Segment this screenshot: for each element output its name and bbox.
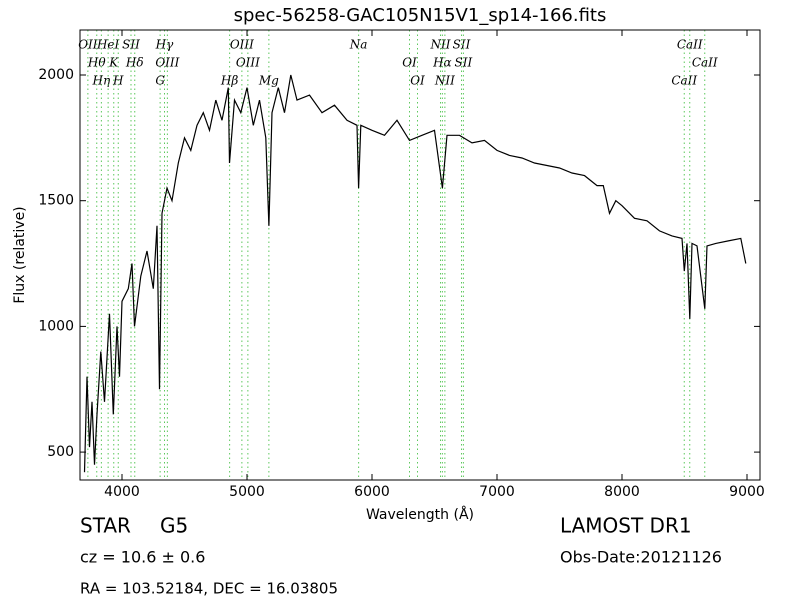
spectral-line-label: OII (78, 38, 98, 52)
x-axis-label: Wavelength (Å) (366, 506, 474, 523)
spectral-line-label: OIII (236, 56, 260, 70)
spectral-line-label: Mg (258, 74, 279, 88)
spectral-line-label: H (112, 74, 124, 88)
spectral-line-label: Hδ (125, 56, 144, 70)
spectral-line-label: SII (453, 38, 471, 52)
spectrum-line (83, 74, 747, 473)
spectral-line-label: Hα (432, 56, 452, 70)
spectral-line-label: NII (434, 74, 455, 88)
spectral-line-label: Hβ (220, 74, 238, 88)
x-tick-label: 5000 (229, 484, 265, 500)
spectral-line-label: NII (430, 38, 451, 52)
spectral-line-label: CaII (677, 38, 703, 52)
x-tick-label: 9000 (729, 484, 765, 500)
y-tick-label: 1000 (38, 318, 74, 334)
y-tick-label: 500 (47, 444, 74, 460)
spectral-line-label: CaII (692, 56, 718, 70)
spectral-line-label: G (155, 74, 165, 88)
subclass: G5 (160, 514, 188, 538)
spectral-line-label: SII (122, 38, 140, 52)
class: STAR (80, 514, 131, 538)
y-tick-label: 2000 (38, 67, 74, 83)
chart-title: spec-56258-GAC105N15V1_sp14-166.fits (234, 5, 607, 26)
x-tick-label: 4000 (104, 484, 140, 500)
spectral-line-label: OI (410, 74, 425, 88)
spectral-line-label: Hθ (87, 56, 106, 70)
spectral-line-label: CaII (671, 74, 697, 88)
coords: RA = 103.52184, DEC = 16.03805 (80, 580, 338, 598)
spectral-line-label: SII (455, 56, 473, 70)
spectral-line-label: Hη (92, 74, 111, 88)
redshift: cz = 10.6 ± 0.6 (80, 548, 205, 567)
spectral-line-label: HeI (96, 38, 120, 52)
spectral-line-label: OIII (230, 38, 254, 52)
survey: LAMOST DR1 (560, 514, 692, 538)
spectral-line-label: Hγ (155, 38, 174, 52)
obs-date: Obs-Date:20121126 (560, 548, 722, 567)
spectral-line-label: K (108, 56, 119, 70)
spectral-line-label: OIII (155, 56, 179, 70)
y-tick-label: 1500 (38, 193, 74, 209)
plot-frame (79, 29, 761, 481)
x-tick-label: 7000 (479, 484, 515, 500)
spectral-line-label: OI (402, 56, 417, 70)
y-axis-label: Flux (relative) (12, 206, 28, 303)
spectral-line-label: Na (349, 38, 368, 52)
x-tick-label: 8000 (604, 484, 640, 500)
x-tick-label: 6000 (354, 484, 390, 500)
